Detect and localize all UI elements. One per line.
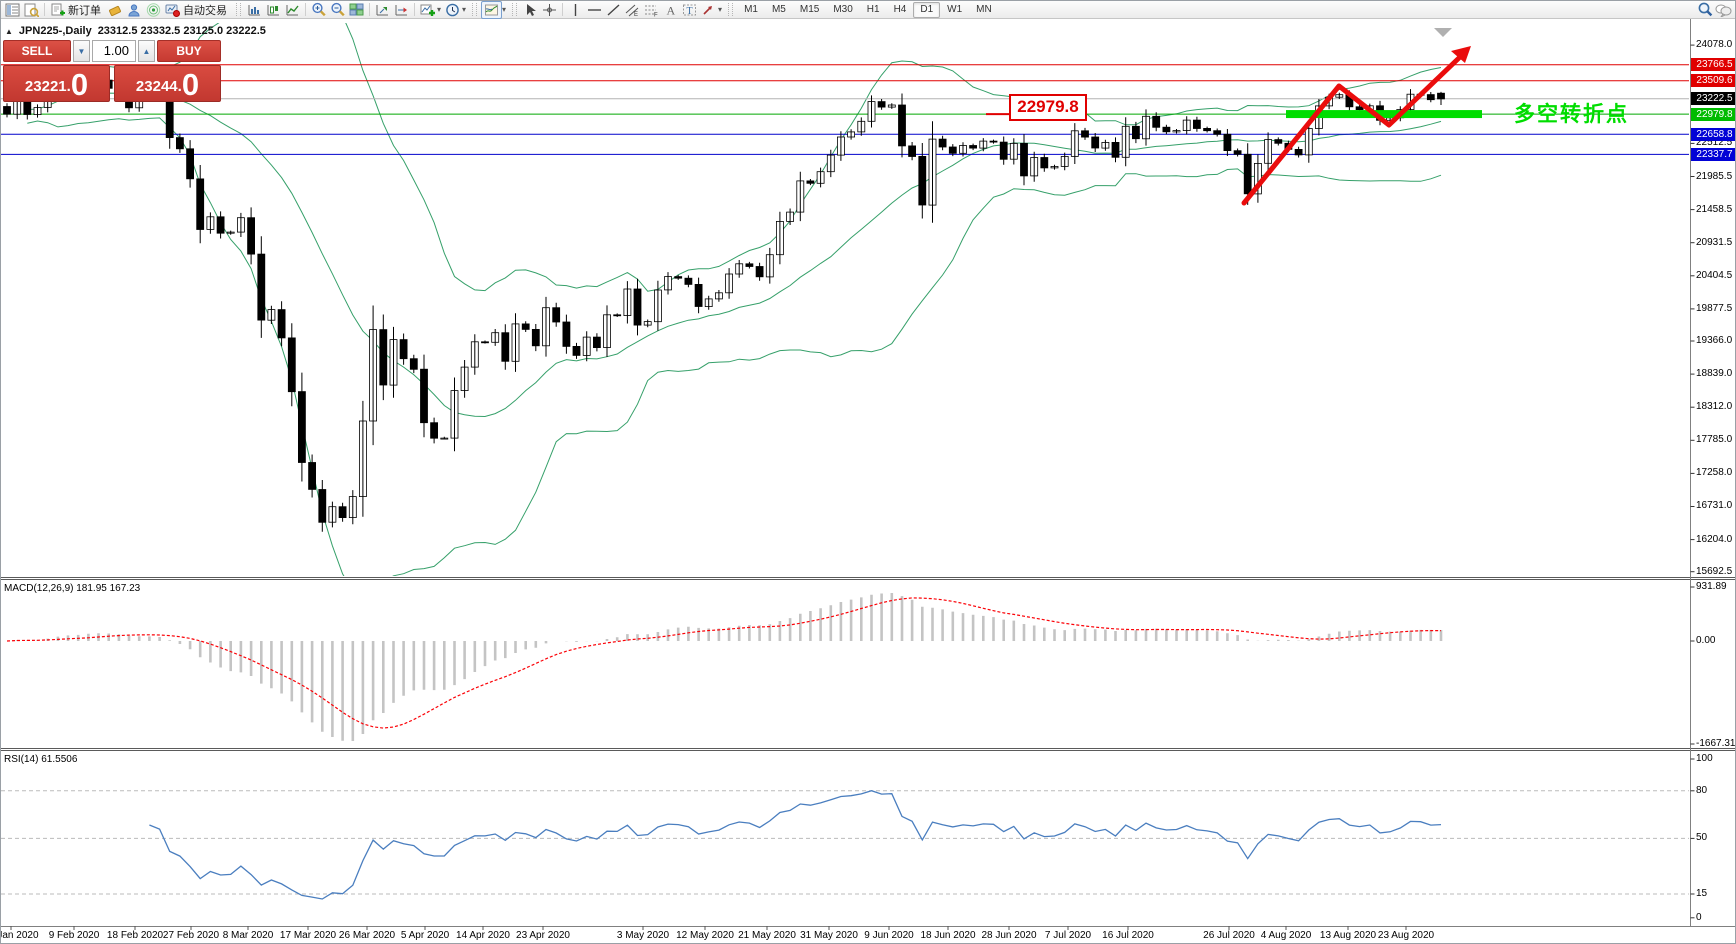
sell-price-pips: 0 xyxy=(70,67,89,102)
timeframe-W1[interactable]: W1 xyxy=(947,3,963,15)
periods-caret-icon[interactable]: ▾ xyxy=(462,5,467,14)
periods-clock-icon[interactable] xyxy=(443,2,462,18)
arrows-tool-icon[interactable] xyxy=(699,2,718,18)
price-callout-box[interactable]: 22979.8 xyxy=(1009,94,1087,121)
vertical-line-icon[interactable] xyxy=(566,2,585,18)
rsi-label: RSI(14) 61.5506 xyxy=(4,754,78,765)
metaeditor-icon[interactable] xyxy=(106,2,125,18)
indicators-caret-icon[interactable]: ▾ xyxy=(437,5,442,14)
horizontal-line-icon[interactable] xyxy=(585,2,604,18)
svg-text:F: F xyxy=(654,12,658,17)
one-click-trading-panel: SELL ▼ 1.00 ▲ BUY 23221. 0 23244. 0 xyxy=(3,40,221,102)
templates-caret-icon[interactable]: ▾ xyxy=(502,5,507,14)
timeframe-M15[interactable]: M15 xyxy=(799,3,820,15)
volume-input[interactable]: 1.00 xyxy=(92,40,136,62)
arrows-caret-icon[interactable]: ▾ xyxy=(718,5,723,14)
buy-price-main: 23244 xyxy=(135,78,178,95)
trendline-icon[interactable] xyxy=(604,2,623,18)
timeframe-M1[interactable]: M1 xyxy=(744,3,758,15)
macd-histogram xyxy=(15,593,1443,741)
fibonacci-icon[interactable]: F xyxy=(642,2,661,18)
sell-price-dot: . xyxy=(66,78,71,95)
chart-title-symbol: JPN225-,Daily xyxy=(18,25,92,37)
text-icon[interactable]: A xyxy=(661,2,680,18)
arrowhead xyxy=(1451,46,1471,63)
timeframe-M5[interactable]: M5 xyxy=(771,3,786,15)
navigator-search-icon[interactable] xyxy=(22,2,41,18)
chart-shift-marker xyxy=(1434,28,1452,37)
signals-icon[interactable] xyxy=(144,2,163,18)
auto-scroll-icon[interactable] xyxy=(373,2,392,18)
indicators-icon[interactable] xyxy=(418,2,437,18)
toolbar: 新订单 自动交易 ▾ ▾ ▾ E F A T ▾ xyxy=(1,1,1735,19)
sell-price-main: 23221 xyxy=(24,78,67,95)
timeframe-D1[interactable]: D1 xyxy=(913,1,941,18)
tile-windows-icon[interactable] xyxy=(347,2,366,18)
buy-price-pips: 0 xyxy=(181,67,200,102)
macd-signal-line xyxy=(6,597,1441,729)
timeframe-H4[interactable]: H4 xyxy=(893,3,907,15)
market-watch-icon[interactable] xyxy=(3,2,22,18)
cursor-icon[interactable] xyxy=(521,2,540,18)
chat-icon[interactable] xyxy=(1714,2,1733,18)
svg-text:A: A xyxy=(667,3,676,17)
chart-line-icon[interactable] xyxy=(283,2,302,18)
expert-advisors-icon[interactable] xyxy=(125,2,144,18)
chart-bar-icon[interactable] xyxy=(245,2,264,18)
text-label-icon[interactable]: T xyxy=(680,2,699,18)
svg-text:E: E xyxy=(634,12,638,17)
crosshair-icon[interactable] xyxy=(540,2,559,18)
bollinger-bands xyxy=(27,23,1442,576)
timeframe-H1[interactable]: H1 xyxy=(866,3,880,15)
macd-label: MACD(12,26,9) 181.95 167.23 xyxy=(4,583,141,594)
collapse-triangle-icon[interactable]: ▲ xyxy=(5,26,13,36)
channel-icon[interactable]: E xyxy=(623,2,642,18)
volume-increase-button[interactable]: ▲ xyxy=(138,40,155,62)
timeframe-MN[interactable]: MN xyxy=(976,3,992,15)
timeframe-buttons: M1 M5 M15 M30 H1 H4 D1 W1 MN xyxy=(737,1,999,18)
candlestick-series xyxy=(3,73,1445,532)
autotrading-label[interactable]: 自动交易 xyxy=(183,4,227,17)
turning-point-label[interactable]: 多空转折点 xyxy=(1514,103,1629,126)
search-icon[interactable] xyxy=(1695,2,1714,18)
zoom-in-icon[interactable] xyxy=(309,2,328,18)
buy-button[interactable]: BUY xyxy=(157,40,221,62)
timeframe-M30[interactable]: M30 xyxy=(833,3,853,15)
rsi-line xyxy=(149,790,1442,900)
new-order-icon[interactable] xyxy=(48,2,67,18)
support-band-highlight xyxy=(1286,110,1482,119)
trend-zigzag-arrow xyxy=(1241,54,1463,206)
buy-price-display[interactable]: 23244. 0 xyxy=(114,65,221,102)
svg-text:T: T xyxy=(687,6,693,17)
new-order-label[interactable]: 新订单 xyxy=(68,4,101,17)
volume-decrease-button[interactable]: ▼ xyxy=(73,40,90,62)
chart-title-ohlc: 23312.5 23332.5 23125.0 23222.5 xyxy=(97,25,266,37)
autotrading-icon[interactable] xyxy=(163,2,182,18)
chart-shift-icon[interactable] xyxy=(392,2,411,18)
chart-title: ▲ JPN225-,Daily 23312.5 23332.5 23125.0 … xyxy=(5,25,266,37)
templates-icon[interactable] xyxy=(481,1,503,19)
zoom-out-icon[interactable] xyxy=(328,2,347,18)
sell-button[interactable]: SELL xyxy=(3,40,71,62)
chart-candle-icon[interactable] xyxy=(264,2,283,18)
buy-price-dot: . xyxy=(177,78,182,95)
sell-price-display[interactable]: 23221. 0 xyxy=(3,65,110,102)
